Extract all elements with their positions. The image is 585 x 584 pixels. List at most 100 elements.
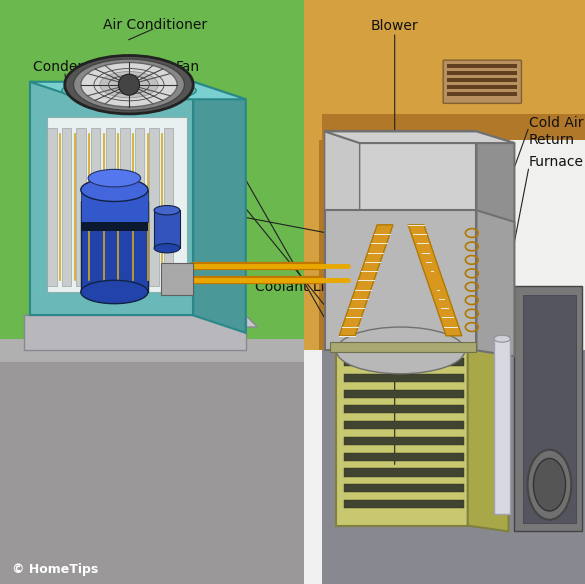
Ellipse shape [494,335,510,342]
Bar [344,453,463,461]
Text: Conderser Coil: Conderser Coil [33,60,135,74]
Bar [344,421,463,429]
Bar [448,78,517,82]
Bar [106,128,115,286]
Polygon shape [331,342,476,352]
Bar [344,248,463,256]
Ellipse shape [336,327,464,374]
Bar [1,350,584,584]
Bar [149,128,159,286]
Polygon shape [30,82,246,99]
Text: Air Conditioner: Air Conditioner [103,18,207,32]
Polygon shape [408,225,462,336]
Bar [322,128,584,362]
Circle shape [119,74,139,95]
FancyBboxPatch shape [443,60,521,103]
Bar [344,311,463,319]
Bar [154,210,180,248]
Text: Plenum: Plenum [401,323,452,337]
Polygon shape [47,117,187,292]
Text: Fan: Fan [176,60,200,74]
Bar [121,128,129,286]
Text: Condensate Drain: Condensate Drain [52,117,177,131]
Bar [344,437,463,445]
Ellipse shape [154,206,180,215]
Bar [304,114,584,140]
Ellipse shape [81,178,148,201]
Polygon shape [193,82,246,333]
Ellipse shape [88,169,140,187]
Bar [344,358,463,366]
Text: Concrete Pad: Concrete Pad [33,216,125,230]
Polygon shape [339,225,393,336]
Polygon shape [325,131,476,222]
Polygon shape [476,210,514,356]
Bar [304,0,584,584]
Ellipse shape [154,244,180,253]
Bar [344,500,463,508]
Bar [344,232,463,240]
Polygon shape [325,131,514,143]
Bar [344,484,463,492]
Polygon shape [24,315,257,327]
Bar [47,128,57,286]
Text: Return: Return [529,133,575,147]
Bar [91,128,101,286]
Text: Compressor: Compressor [84,253,168,267]
Polygon shape [325,210,476,350]
Polygon shape [24,315,246,350]
Bar [448,92,517,96]
Bar [344,263,463,272]
Bar [62,128,71,286]
Bar [523,295,576,523]
Bar [77,128,86,286]
Bar [514,286,581,531]
Ellipse shape [65,55,193,114]
Ellipse shape [100,71,158,98]
Bar [448,64,517,68]
Bar [344,342,463,350]
Polygon shape [336,204,467,526]
Bar [344,374,463,382]
Text: Coolant Lines: Coolant Lines [254,280,349,294]
Bar [344,390,463,398]
Bar [494,339,510,514]
Bar [448,71,517,75]
Bar [135,128,144,286]
Polygon shape [304,114,584,140]
Bar [304,111,322,350]
Bar [81,201,148,292]
Text: © HomeTips: © HomeTips [12,563,98,576]
Bar [304,0,584,117]
Bar [81,190,148,222]
Polygon shape [336,204,508,216]
Ellipse shape [81,62,177,107]
Bar [344,468,463,477]
Bar [161,263,193,295]
Polygon shape [30,82,193,315]
Polygon shape [467,204,508,531]
Ellipse shape [74,59,184,110]
Bar [448,85,517,89]
Text: Evaporator Coil: Evaporator Coil [90,204,197,218]
Text: Furnace: Furnace [529,155,584,169]
Text: Blower: Blower [371,19,418,33]
Bar [344,279,463,287]
Polygon shape [325,131,360,234]
Bar [322,350,584,584]
Bar [319,140,325,350]
Ellipse shape [62,79,196,102]
Polygon shape [476,131,514,234]
Polygon shape [1,339,304,362]
Text: Cold Air: Cold Air [529,116,583,130]
Ellipse shape [528,450,572,520]
Ellipse shape [81,280,148,304]
Bar [1,0,304,374]
Bar [344,295,463,303]
Bar [164,128,173,286]
Text: Condensate Tray: Condensate Tray [80,169,196,183]
Ellipse shape [534,458,566,511]
Bar [81,222,148,231]
Bar [344,326,463,335]
Bar [344,405,463,413]
